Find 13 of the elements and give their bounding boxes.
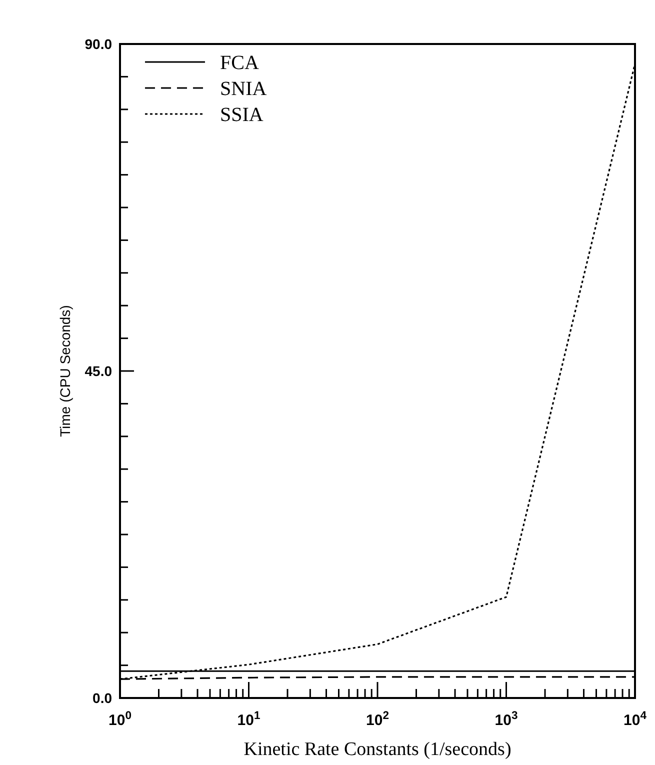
x-tick-label: 10$^{4}$ [624, 710, 648, 729]
y-axis-title: Time (CPU Seconds) [57, 305, 73, 437]
x-tick-label: 10$^{1}$ [237, 710, 260, 729]
x-tick-label: 10$^{3}$ [494, 710, 518, 729]
x-tick-label: 10$^{2}$ [366, 710, 389, 729]
legend-label: SNIA [220, 78, 268, 100]
legend-label: FCA [220, 52, 260, 74]
y-tick-label: 45.0 [84, 363, 112, 379]
y-tick-label: 90.0 [84, 36, 112, 52]
legend-label: SSIA [220, 104, 264, 126]
x-axis-title: Kinetic Rate Constants (1/seconds) [244, 739, 512, 760]
x-tick-label: 10$^{0}$ [108, 710, 132, 729]
y-tick-label: 0.0 [92, 690, 112, 706]
